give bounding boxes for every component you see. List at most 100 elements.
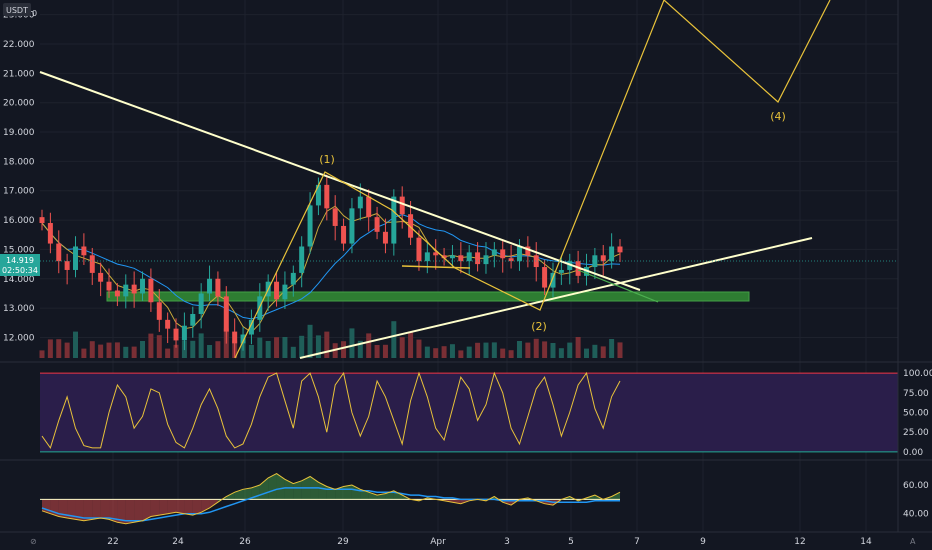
volume-bar	[47, 339, 53, 358]
volume-bar	[458, 350, 464, 358]
volume-bar	[500, 348, 506, 358]
candle-countdown: 02:50:34	[2, 266, 38, 275]
candle-body	[500, 249, 506, 259]
volume-bar	[475, 342, 481, 358]
candle-body	[550, 272, 556, 288]
price-tick-label: 14.000	[3, 275, 35, 285]
candle-body	[198, 293, 204, 314]
time-tick-label: 12	[794, 537, 805, 547]
candle-body	[533, 255, 539, 268]
momentum-axis: 60.00 40.00	[903, 481, 929, 520]
volume-bar	[165, 348, 171, 358]
volume-bar	[114, 342, 120, 358]
candle-body	[617, 246, 623, 253]
momentum-line	[41, 473, 621, 525]
momentum-fill-segment	[109, 499, 118, 523]
volume-bar	[357, 340, 363, 358]
volume-bar	[516, 341, 522, 358]
oscillator-tick-label: 100.00	[903, 369, 932, 379]
candle-body	[357, 196, 363, 209]
candle-body	[458, 255, 464, 262]
volume-bar	[558, 348, 564, 358]
candle-body	[73, 246, 79, 270]
volume-bar	[567, 342, 573, 358]
volume-bar	[391, 321, 397, 358]
time-tick-label: 9	[700, 537, 706, 547]
volume-bar	[140, 341, 146, 358]
candle-body	[274, 281, 280, 300]
candle-body	[148, 278, 154, 303]
currency-label: USDT	[6, 6, 28, 15]
volume-bar	[592, 344, 598, 358]
volume-bar	[374, 345, 380, 358]
candle-body	[433, 252, 439, 256]
volume-bar	[349, 328, 355, 358]
candle-body	[441, 255, 447, 259]
candle-body	[190, 313, 196, 326]
volume-bar	[207, 345, 213, 358]
volume-bar	[81, 348, 87, 358]
candle-body	[315, 184, 321, 206]
candle-body	[131, 284, 137, 294]
time-axis[interactable]: 22 24 26 29 Apr 3 5 7 9 12 14	[107, 537, 872, 547]
volume-bar	[89, 341, 95, 358]
momentum-fill-segment	[67, 499, 76, 520]
volume-bar	[508, 350, 514, 358]
oscillator-tick-label: 50.00	[903, 409, 929, 419]
price-tick-label: 15.000	[3, 245, 35, 255]
candle-body	[98, 272, 104, 282]
candle-body	[207, 278, 213, 294]
time-tick-label: 29	[337, 537, 349, 547]
timezone-icon[interactable]: ⊘	[30, 537, 37, 546]
candle-body	[609, 246, 615, 262]
last-price-marker	[0, 254, 40, 276]
ascending-trendline[interactable]	[299, 237, 813, 359]
support-zone[interactable]	[106, 291, 750, 302]
candle-body	[165, 319, 171, 329]
volume-bar	[148, 333, 154, 358]
candle-body	[341, 225, 347, 244]
elliott-wave-path[interactable]	[234, 0, 831, 359]
candle-body	[89, 255, 95, 273]
volume-bar	[98, 344, 104, 358]
candle-body	[416, 237, 422, 262]
momentum-fill-segment	[83, 499, 93, 521]
volume-bar	[424, 346, 430, 358]
green-trendline[interactable]	[577, 269, 659, 303]
candle-body	[382, 231, 388, 244]
momentum-fill-segment	[192, 499, 202, 516]
oscillator-tick-label: 75.00	[903, 389, 929, 399]
volume-bar	[399, 337, 405, 358]
candle-body	[449, 255, 455, 259]
oscillator-axis: 100.00 75.00 50.00 25.00 0.00	[903, 369, 932, 458]
momentum-tick-label: 60.00	[903, 481, 929, 491]
candle-body	[399, 196, 405, 215]
short-horizontal-line[interactable]	[401, 265, 471, 269]
candle-body	[332, 208, 338, 226]
candle-body	[81, 246, 87, 256]
momentum-fill-segment	[134, 499, 143, 523]
volume-bar	[550, 343, 556, 358]
momentum-fill-segment	[125, 499, 135, 524]
volume-bar	[533, 338, 539, 358]
volume-bar	[449, 344, 455, 358]
candle-body	[491, 249, 497, 256]
candle-body	[282, 284, 288, 300]
wave-label-2: (2)	[531, 320, 547, 333]
time-tick-label: 7	[634, 537, 640, 547]
candle-body	[525, 246, 531, 256]
candle-body	[47, 223, 53, 244]
momentum-fill-segment	[485, 496, 495, 501]
momentum-fill-segment	[75, 499, 84, 521]
oscillator-line	[41, 371, 621, 450]
candle-body	[240, 334, 246, 344]
volume-bar	[257, 337, 263, 358]
auto-scale-icon[interactable]: A	[910, 537, 916, 546]
candle-body	[466, 252, 472, 262]
momentum-fill-segment	[142, 499, 151, 521]
price-tick-label: 20.000	[3, 99, 35, 109]
candle-body	[123, 284, 129, 297]
volume-bar	[609, 339, 615, 358]
candle-body	[232, 331, 238, 344]
